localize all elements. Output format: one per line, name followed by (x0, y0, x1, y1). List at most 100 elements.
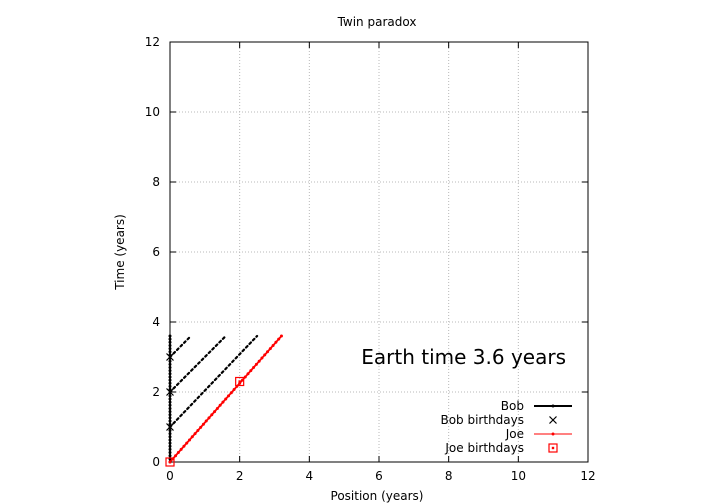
series-bob (168, 334, 172, 464)
series-point (168, 400, 172, 404)
series-point (260, 356, 264, 360)
series-point (199, 425, 203, 429)
legend-sample-joe-birthdays (548, 443, 558, 453)
series-point (263, 353, 267, 357)
series-point (168, 422, 172, 426)
series-point (168, 451, 172, 455)
series-point (168, 375, 172, 379)
series-bob-birthdays-marker (166, 388, 174, 396)
series-point (168, 350, 172, 354)
marker-stroke (549, 416, 557, 424)
series-point (215, 406, 219, 410)
y-tick-label: 6 (152, 245, 160, 259)
x-tick-label: 6 (375, 469, 383, 483)
series-point (168, 406, 172, 410)
series-point (168, 397, 172, 401)
series-point (196, 429, 200, 432)
series-joe (168, 334, 283, 464)
series-point (221, 400, 225, 404)
series-point (168, 384, 172, 388)
series-point (168, 441, 172, 445)
series-point (168, 394, 172, 398)
y-tick-label: 10 (145, 105, 160, 119)
legend-sample-point-bob (551, 404, 555, 408)
series-point (168, 429, 172, 432)
series-point (246, 372, 250, 376)
series-point (188, 438, 192, 442)
legend-label-joe: Joe (505, 427, 524, 441)
y-tick-label: 2 (152, 385, 160, 399)
series-point (279, 334, 283, 338)
legend-label-bob-birthdays: Bob birthdays (440, 413, 524, 427)
series-point (168, 347, 172, 351)
series-point (254, 362, 258, 366)
series-point (168, 432, 172, 436)
grid-lines (170, 42, 588, 462)
series-point (274, 340, 278, 344)
series-point (168, 359, 172, 363)
series-point (190, 435, 194, 439)
series-point (182, 444, 186, 448)
series-point (227, 394, 231, 398)
y-axis-label: Time (years) (113, 214, 127, 291)
series-point (229, 391, 233, 395)
series-point (257, 359, 261, 363)
light-signal-line (168, 334, 259, 429)
series-point (168, 362, 172, 366)
x-tick-label: 0 (166, 469, 174, 483)
series-point (168, 419, 172, 423)
series-point (210, 413, 214, 417)
series-point (168, 378, 172, 382)
series-point (168, 388, 172, 392)
legend-sample-point-joe (551, 432, 555, 436)
series-point (168, 381, 172, 385)
series-point (168, 416, 172, 420)
series-point (243, 375, 247, 379)
marker-stroke (166, 353, 174, 361)
y-tick-label: 12 (145, 35, 160, 49)
marker-stroke (166, 388, 174, 396)
series-point (252, 366, 256, 369)
series-point (268, 347, 272, 351)
series-point (179, 447, 183, 451)
series-point (213, 410, 217, 414)
series-point (232, 388, 236, 392)
series-point (168, 447, 172, 451)
series-point (218, 403, 222, 407)
marker-inner (168, 460, 172, 464)
series-joe-birthdays-marker (235, 376, 245, 387)
series-point (168, 444, 172, 448)
legend-label-joe-birthdays: Joe birthdays (444, 441, 524, 455)
series-layer (165, 334, 283, 467)
y-tick-label: 8 (152, 175, 160, 189)
series-point (168, 369, 172, 373)
series-point (168, 366, 172, 369)
series-point (168, 413, 172, 417)
legend-label-bob: Bob (501, 399, 524, 413)
series-joe-birthdays-marker (165, 457, 175, 467)
series-point (277, 337, 281, 341)
series-point (168, 337, 172, 341)
x-tick-label: 8 (445, 469, 453, 483)
series-point (168, 403, 172, 407)
y-tick-label: 0 (152, 455, 160, 469)
marker-outer (548, 443, 558, 453)
light-signal-line (168, 334, 227, 394)
series-point (168, 334, 172, 338)
axes: 0 2 4 6 8 10 12 0 2 4 6 8 10 12 (145, 35, 596, 483)
series-point (185, 441, 189, 445)
series-point (168, 372, 172, 376)
series-point (168, 340, 172, 344)
marker-inner (238, 380, 241, 383)
series-bob-birthdays-marker (166, 423, 174, 431)
series-point (168, 454, 172, 458)
chart-title: Twin paradox (337, 15, 417, 29)
series-point (207, 416, 211, 420)
marker-outer (165, 457, 175, 467)
earth-time-annotation: Earth time 3.6 years (361, 345, 566, 369)
series-point (168, 410, 172, 414)
x-axis-label: Position (years) (331, 489, 424, 503)
series-point (193, 432, 197, 436)
